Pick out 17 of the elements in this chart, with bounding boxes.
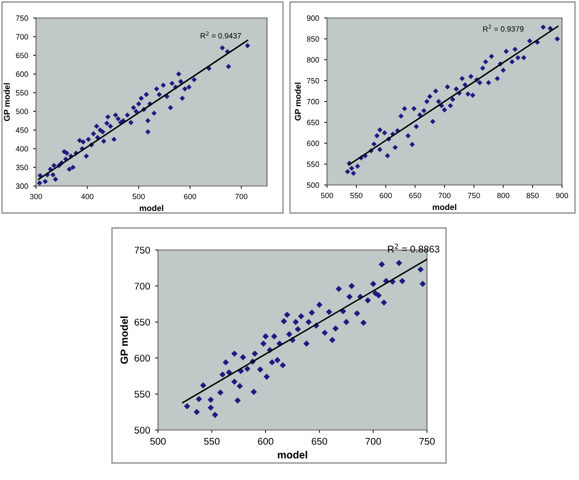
y-tick-label: 500 bbox=[134, 426, 150, 434]
x-tick-label: 750 bbox=[419, 438, 435, 445]
y-tick-label: 750 bbox=[134, 246, 150, 254]
x-tick-label: 700 bbox=[366, 438, 381, 445]
x-tick-label: 600 bbox=[258, 438, 274, 445]
y-axis-title: GP model bbox=[294, 82, 301, 121]
y-tick-label: 700 bbox=[134, 282, 150, 290]
y-tick-label: 550 bbox=[134, 390, 150, 398]
y-axis-title: GP model bbox=[4, 83, 10, 122]
y-tick-label: 650 bbox=[134, 318, 150, 326]
x-tick-label: 550 bbox=[204, 438, 220, 445]
x-axis-title: model bbox=[140, 204, 164, 212]
y-tick-label: 600 bbox=[134, 354, 150, 362]
x-axis-title: model bbox=[432, 204, 456, 210]
y-axis-title: GP model bbox=[120, 316, 128, 364]
x-axis-title: model bbox=[278, 450, 308, 459]
x-tick-label: 500 bbox=[150, 438, 166, 445]
